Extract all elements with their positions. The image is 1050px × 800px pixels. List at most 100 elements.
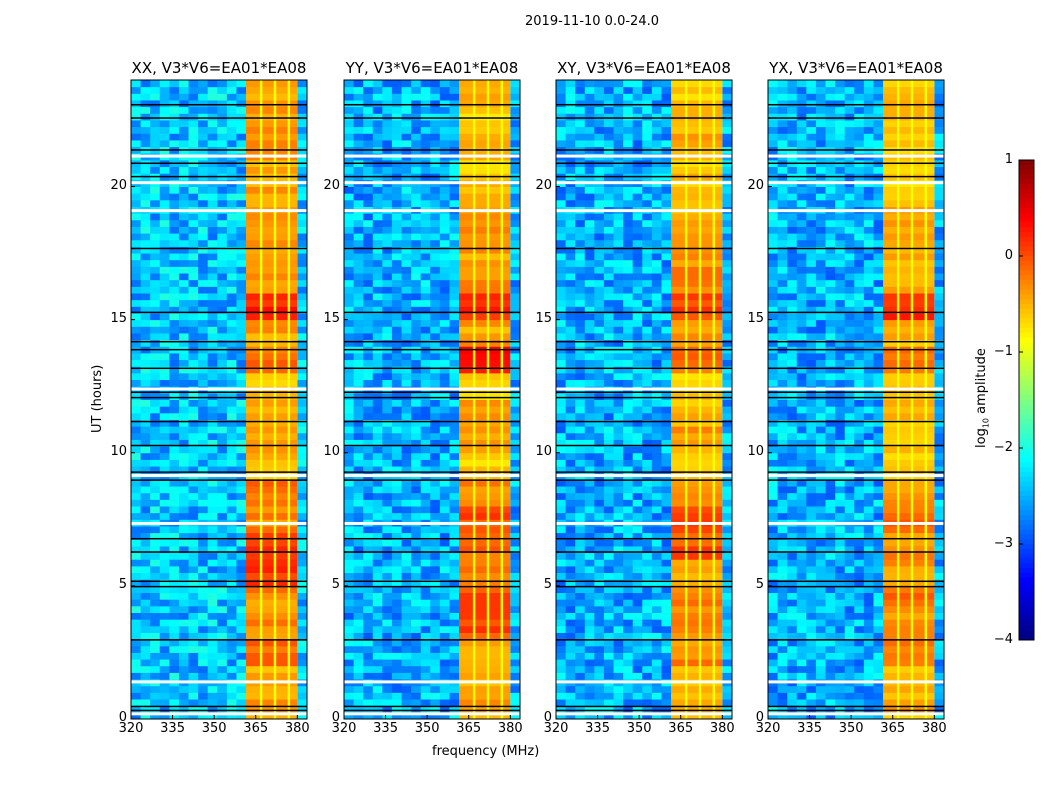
background-cell	[603, 219, 615, 227]
background-cell	[603, 492, 615, 500]
rfi-band-cell	[246, 692, 298, 700]
rfi-band-cell	[459, 632, 511, 640]
background-cell	[217, 332, 228, 341]
background-cell	[651, 439, 662, 447]
background-cell	[603, 306, 615, 314]
background-cell	[556, 312, 567, 321]
background-cell	[344, 352, 355, 361]
background-cell	[565, 459, 576, 467]
background-cell	[420, 565, 431, 574]
background-cell	[344, 293, 355, 301]
rfi-band-cell	[246, 113, 298, 121]
background-cell	[178, 705, 190, 713]
background-cell	[150, 479, 161, 487]
background-cell	[603, 106, 615, 114]
background-cell	[363, 432, 374, 440]
background-cell	[363, 499, 374, 507]
background-cell	[140, 499, 151, 507]
background-cell	[178, 119, 190, 128]
background-cell	[198, 672, 209, 680]
background-cell	[863, 625, 874, 633]
background-cell	[391, 213, 403, 221]
background-cell	[382, 99, 393, 108]
background-cell	[420, 219, 431, 227]
background-cell	[854, 605, 865, 613]
background-cell	[806, 599, 817, 607]
background-cell	[565, 312, 576, 321]
background-cell	[661, 306, 672, 314]
background-cell	[297, 113, 307, 121]
background-cell	[430, 659, 441, 667]
background-cell	[439, 439, 450, 447]
background-cell	[556, 539, 567, 547]
background-cell	[188, 492, 199, 500]
rfi-band-cell	[459, 652, 511, 660]
background-cell	[226, 366, 237, 374]
background-cell	[159, 326, 170, 334]
background-cell	[825, 499, 836, 507]
background-cell	[140, 486, 151, 494]
background-cell	[835, 579, 846, 587]
background-cell	[594, 93, 605, 101]
background-cell	[934, 559, 944, 567]
background-cell	[510, 113, 520, 121]
background-cell	[661, 466, 672, 474]
background-cell	[430, 399, 441, 407]
rfi-band-cell	[883, 399, 935, 407]
background-cell	[825, 639, 836, 647]
background-cell	[651, 419, 662, 427]
background-cell	[150, 699, 161, 707]
background-cell	[159, 412, 170, 420]
background-cell	[372, 319, 383, 327]
background-cell	[217, 552, 228, 560]
rfi-band-cell	[671, 639, 723, 647]
flagged-row-white	[131, 712, 307, 716]
background-cell	[934, 699, 944, 707]
background-cell	[140, 672, 151, 680]
background-cell	[344, 379, 355, 387]
background-cell	[140, 572, 151, 580]
background-cell	[613, 486, 624, 494]
rfi-band-cell	[671, 213, 723, 221]
background-cell	[236, 552, 247, 560]
rfi-band-cell	[246, 419, 298, 427]
background-cell	[510, 452, 520, 460]
background-cell	[401, 379, 412, 387]
background-cell	[411, 399, 422, 407]
background-cell	[411, 273, 422, 281]
background-cell	[613, 692, 624, 700]
background-cell	[934, 579, 944, 587]
background-cell	[594, 506, 605, 514]
background-cell	[420, 266, 431, 274]
background-cell	[198, 366, 209, 374]
background-cell	[835, 585, 846, 594]
background-cell	[815, 605, 827, 613]
background-cell	[420, 659, 431, 667]
background-cell	[178, 286, 190, 294]
background-cell	[584, 352, 595, 361]
background-cell	[603, 532, 615, 540]
background-cell	[372, 399, 383, 407]
background-cell	[344, 572, 355, 580]
background-cell	[344, 585, 355, 594]
background-cell	[207, 685, 218, 693]
background-cell	[642, 106, 653, 114]
background-cell	[449, 80, 460, 88]
background-cell	[150, 99, 161, 108]
background-cell	[217, 379, 228, 387]
background-cell	[661, 692, 672, 700]
background-cell	[565, 412, 576, 420]
background-cell	[449, 499, 460, 507]
background-cell	[651, 332, 662, 341]
background-cell	[565, 359, 576, 367]
background-cell	[363, 199, 374, 207]
rfi-band-cell	[459, 605, 511, 613]
background-cell	[150, 273, 161, 281]
background-cell	[159, 532, 170, 540]
background-cell	[835, 379, 846, 387]
background-cell	[603, 685, 615, 693]
background-cell	[449, 366, 460, 374]
background-cell	[198, 612, 209, 620]
background-cell	[575, 366, 586, 374]
